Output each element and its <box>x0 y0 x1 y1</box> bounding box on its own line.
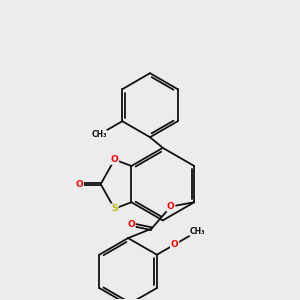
Text: CH₃: CH₃ <box>190 227 205 236</box>
Text: O: O <box>76 180 83 189</box>
Text: CH₃: CH₃ <box>91 130 107 139</box>
Text: O: O <box>111 155 119 164</box>
Text: O: O <box>127 220 135 229</box>
Text: O: O <box>171 240 178 249</box>
Text: S: S <box>111 204 118 213</box>
Text: O: O <box>167 202 175 211</box>
